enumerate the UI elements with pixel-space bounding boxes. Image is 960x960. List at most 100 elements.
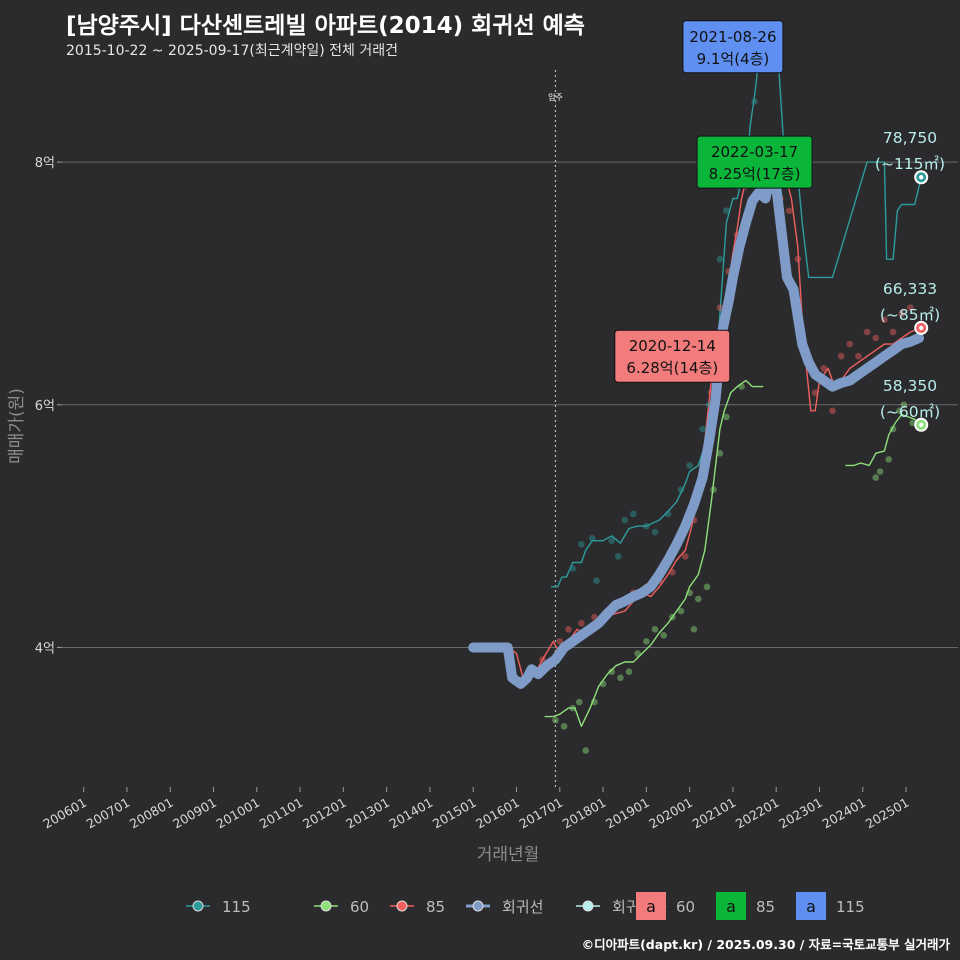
scatter-point-60 xyxy=(560,723,568,730)
scatter-point-85 xyxy=(565,625,572,633)
callout-date: 2021-08-26 xyxy=(689,28,776,46)
legend-label: 115 xyxy=(222,898,251,916)
scatter-point-60 xyxy=(690,625,698,633)
scatter-point-85 xyxy=(855,352,862,360)
legend-label: 60 xyxy=(350,898,369,916)
forecast-point-core xyxy=(919,422,924,427)
scatter-point-60 xyxy=(738,383,745,390)
scatter-point-85 xyxy=(863,328,871,336)
scatter-point-60 xyxy=(552,716,559,724)
legend-box-key xyxy=(796,892,826,920)
scatter-point-115 xyxy=(643,522,650,530)
x-tick-label: 201701 xyxy=(516,795,565,832)
scatter-point-115 xyxy=(651,528,659,536)
callout-box xyxy=(696,135,813,189)
legend-box-label: 60 xyxy=(676,898,695,916)
x-tick-label: 201201 xyxy=(300,795,349,832)
x-tick-label: 202001 xyxy=(646,795,695,832)
scatter-point-85 xyxy=(785,207,793,214)
scatter-point-115 xyxy=(664,510,672,518)
scatter-point-115 xyxy=(608,537,616,544)
scatter-point-60 xyxy=(909,419,916,427)
scatter-point-85 xyxy=(898,310,906,318)
legend-label: 회귀선 xyxy=(502,898,543,916)
scatter-point-85 xyxy=(578,619,585,627)
legend-box-key xyxy=(716,892,746,920)
forecast-value-label: 66,333 xyxy=(883,280,937,298)
scatter-point-60 xyxy=(703,583,711,591)
callout-box xyxy=(614,329,731,383)
scatter-point-60 xyxy=(900,401,908,409)
scatter-point-60 xyxy=(569,704,577,712)
x-tick-label: 201401 xyxy=(387,795,436,832)
forecast-value-label: 78,750 xyxy=(883,129,937,147)
scatter-point-115 xyxy=(569,565,577,572)
callout-date: 2020-12-14 xyxy=(629,337,716,355)
source-caption: ©디아파트(dapt.kr) / 2025.09.30 / 자료=국토교통부 실… xyxy=(581,937,950,952)
callout-price: 8.25억(17층) xyxy=(709,165,801,183)
scatter-point-115 xyxy=(751,98,758,105)
scatter-point-60 xyxy=(669,613,676,621)
scatter-point-115 xyxy=(699,425,706,433)
scatter-point-60 xyxy=(617,674,624,682)
legend-key-dot xyxy=(320,900,332,912)
scatter-point-85 xyxy=(820,365,828,372)
forecast-point-core xyxy=(919,175,924,180)
x-tick-label: 201901 xyxy=(603,795,652,832)
grid-lines xyxy=(62,161,958,648)
x-tick-label: 200601 xyxy=(40,795,89,832)
scatter-point-60 xyxy=(591,698,598,706)
legend-box-letter: a xyxy=(646,897,656,916)
scatter-point-85 xyxy=(881,316,888,324)
move-in-marker: 입주 xyxy=(548,70,563,787)
scatter-point-85 xyxy=(837,352,845,360)
x-tick-label: 200801 xyxy=(127,795,176,832)
callout-price: 6.28억(14층) xyxy=(626,359,718,377)
scatter-point-115 xyxy=(578,541,585,548)
callout-date: 2022-03-17 xyxy=(711,143,798,161)
y-axis-title: 매매가(원) xyxy=(7,388,27,464)
scatter-point-115 xyxy=(716,255,724,263)
scatter-point-60 xyxy=(608,668,616,676)
scatter-point-115 xyxy=(723,207,730,214)
regression-line xyxy=(468,163,924,689)
x-tick-label: 200901 xyxy=(170,795,219,832)
x-tick-label: 201301 xyxy=(343,795,392,832)
scatter-point-115 xyxy=(686,462,693,469)
scatter-point-115 xyxy=(588,534,596,542)
scatter-point-60 xyxy=(660,632,667,639)
scatter-point-85 xyxy=(716,304,724,311)
page-title: [남양주시] 다산센트레빌 아파트(2014) 회귀선 예측 xyxy=(66,13,585,39)
x-tick-label: 201001 xyxy=(213,795,262,832)
scatter-point-60 xyxy=(582,747,590,754)
legend-box-label: 115 xyxy=(836,898,865,916)
series-line-115 xyxy=(551,27,922,588)
scatter-point-85 xyxy=(794,255,802,263)
scatter-point-115 xyxy=(677,486,685,494)
scatter-point-85 xyxy=(872,334,880,342)
scatter-point-60 xyxy=(885,456,893,463)
legend-key-dot xyxy=(472,900,484,912)
legend-box-key xyxy=(636,892,666,920)
callout-price: 9.1억(4층) xyxy=(697,50,770,68)
legend-key-dot xyxy=(396,900,408,912)
scatter-point-60 xyxy=(575,698,583,706)
scatter-point-85 xyxy=(539,656,546,663)
scatter-point-85 xyxy=(669,568,676,576)
scatter-point-60 xyxy=(599,680,607,688)
y-tick-label: 6억 xyxy=(35,399,55,414)
x-tick-label: 202401 xyxy=(819,795,868,832)
x-tick-label: 202201 xyxy=(733,795,782,832)
forecast-point-core xyxy=(919,325,924,331)
x-tick-label: 201601 xyxy=(473,795,522,832)
forecast-area-label: (~60㎡) xyxy=(880,403,940,421)
scatter-point-60 xyxy=(651,625,659,633)
scatter-point-85 xyxy=(682,553,689,560)
price-callouts: 2021-08-26 9.1억(4층) 2022-03-17 8.25억(17층) 20… xyxy=(614,20,813,383)
forecast-points: 78,750 (~115㎡) 66,333 (~85㎡) 58,350 (~60㎡) xyxy=(875,129,945,432)
scatter-point-60 xyxy=(710,486,717,494)
scatter-point-60 xyxy=(677,607,685,615)
x-axis-title: 거래년월 xyxy=(477,845,540,865)
legend-box-letter: a xyxy=(726,897,736,916)
